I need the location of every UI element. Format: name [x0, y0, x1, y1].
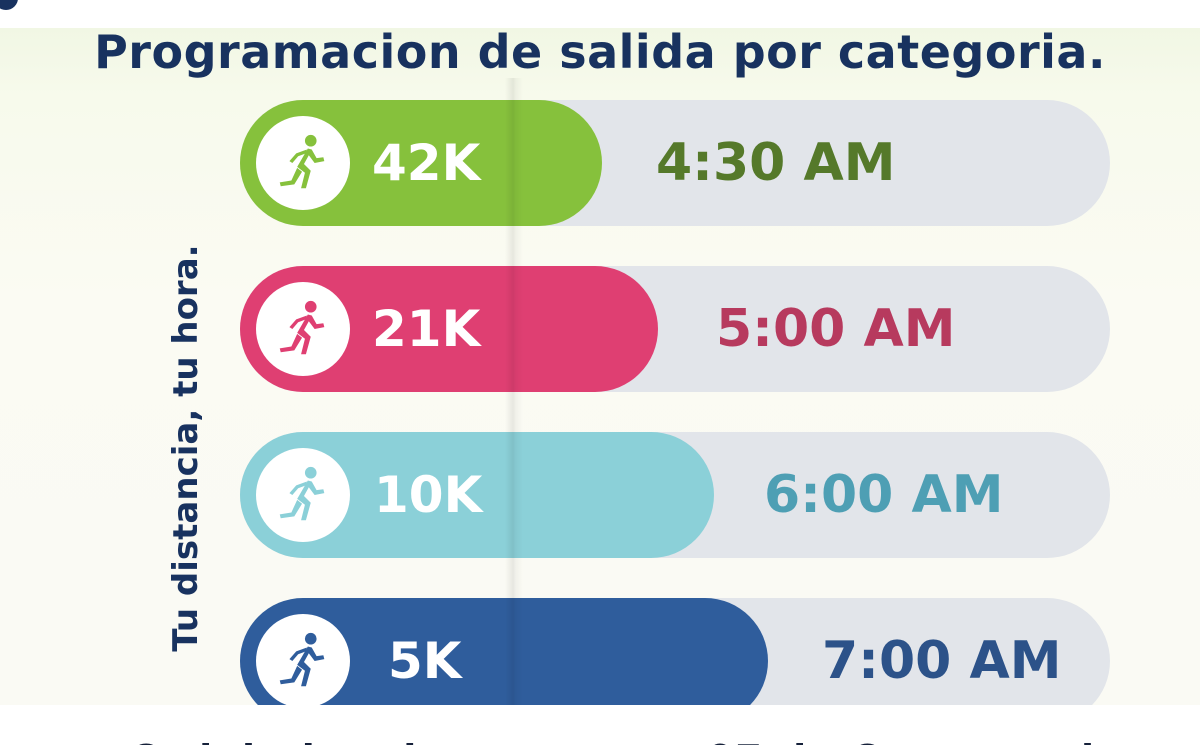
cropped-caption-text: Ordeiction de como eat: 07 de Octo por d…: [130, 737, 1200, 745]
poster-title: Programacion de salida por categoria.: [94, 28, 1106, 79]
icon-circle: [256, 282, 350, 376]
start-time: 6:00 AM: [764, 465, 1004, 525]
icon-circle: [256, 614, 350, 705]
start-time: 7:00 AM: [822, 631, 1062, 691]
runner-icon: [279, 300, 325, 355]
category-row-42k: 42K 4:30 AM: [240, 100, 1110, 226]
category-row-10k: 10K 6:00 AM: [240, 432, 1110, 558]
page-fold-shadow: [505, 78, 523, 705]
icon-circle: [256, 116, 350, 210]
start-time: 4:30 AM: [656, 133, 896, 193]
distance-label: 21K: [372, 300, 481, 358]
runner-icon: [279, 632, 325, 687]
category-row-5k: 5K 7:00 AM: [240, 598, 1110, 705]
distance-pill: 42K: [240, 100, 602, 226]
distance-label: 5K: [388, 632, 462, 690]
bottom-cropped-caption-area: Ordeiction de como eat: 07 de Octo por d…: [0, 705, 1200, 745]
distance-pill: 5K: [240, 598, 768, 705]
schedule-poster: Programacion de salida por categoria. Tu…: [0, 28, 1200, 705]
distance-label: 42K: [372, 134, 481, 192]
side-caption: Tu distancia, tu hora.: [166, 244, 206, 652]
distance-pill: 21K: [240, 266, 658, 392]
runner-icon: [279, 466, 325, 521]
top-strip: [0, 0, 1200, 28]
start-time: 5:00 AM: [716, 299, 956, 359]
cropped-logo-fragment: [0, 0, 18, 10]
distance-pill: 10K: [240, 432, 714, 558]
icon-circle: [256, 448, 350, 542]
category-row-21k: 21K 5:00 AM: [240, 266, 1110, 392]
runner-icon: [279, 134, 325, 189]
distance-label: 10K: [374, 466, 483, 524]
